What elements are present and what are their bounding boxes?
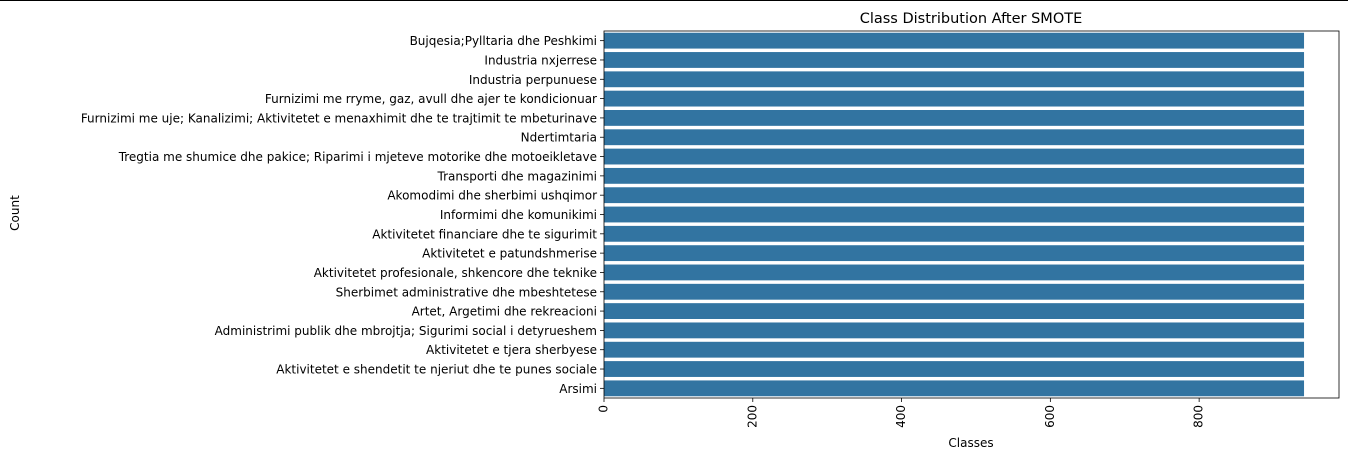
x-tick-label: 400 <box>894 405 908 428</box>
y-tick-label: Artet, Argetimi dhe rekreacioni <box>412 305 597 319</box>
bar <box>604 264 1305 281</box>
bar <box>604 361 1305 377</box>
y-tick-label: Akomodimi dhe sherbimi ushqimor <box>387 189 597 203</box>
y-tick-label: Aktivitetet e patundshmerise <box>422 247 597 261</box>
bar <box>604 129 1305 146</box>
bar <box>604 52 1305 68</box>
bar <box>604 283 1305 300</box>
bar <box>604 303 1305 319</box>
bar <box>604 322 1305 339</box>
y-tick-label: Arsimi <box>559 382 597 396</box>
y-tick-label: Aktivitetet financiare dhe te sigurimit <box>372 227 597 241</box>
bar <box>604 245 1305 262</box>
y-tick-label: Sherbimet administrative dhe mbeshtetese <box>336 285 597 299</box>
bar <box>604 187 1305 204</box>
x-axis-label: Classes <box>948 436 993 450</box>
y-tick-labels: Bujqesia;Pylltaria dhe Peshkimi Industria… <box>81 34 604 396</box>
y-tick-label: Furnizimi me uje; Kanalizimi; Aktivitete… <box>81 111 597 125</box>
y-tick-label: Informimi dhe komunikimi <box>440 208 597 222</box>
y-tick-label: Administrimi publik dhe mbrojtja; Siguri… <box>215 324 597 338</box>
bar <box>604 32 1305 49</box>
bars-group <box>604 32 1305 397</box>
y-tick-label: Tregtia me shumice dhe pakice; Riparimi … <box>118 150 597 164</box>
y-tick-label: Industria perpunuese <box>469 73 597 87</box>
top-border <box>0 0 1348 1</box>
bar <box>604 167 1305 184</box>
y-tick-label: Ndertimtaria <box>521 131 597 145</box>
bar <box>604 206 1305 223</box>
bar <box>604 90 1305 107</box>
bar <box>604 341 1305 358</box>
y-tick-label: Transporti dhe magazinimi <box>437 169 598 183</box>
y-tick-label: Bujqesia;Pylltaria dhe Peshkimi <box>410 34 597 48</box>
y-tick-label: Industria nxjerrese <box>484 53 597 67</box>
x-ticks: 0 200 400 600 800 <box>597 398 1206 428</box>
x-tick-label: 0 <box>597 405 611 413</box>
bar <box>604 71 1305 88</box>
chart-title: Class Distribution After SMOTE <box>860 11 1083 27</box>
y-tick-label: Aktivitetet profesionale, shkencore dhe … <box>314 266 597 280</box>
x-tick-label: 800 <box>1192 405 1206 428</box>
x-tick-label: 600 <box>1043 405 1057 428</box>
bar <box>604 380 1305 397</box>
y-tick-label: Furnizimi me rryme, gaz, avull dhe ajer … <box>265 92 597 106</box>
bar <box>604 225 1305 242</box>
y-axis-label: Count <box>8 195 22 231</box>
y-tick-label: Aktivitetet e tjera sherbyese <box>426 343 597 357</box>
bar <box>604 110 1305 126</box>
bar <box>604 148 1305 165</box>
plot-frame <box>603 30 1340 399</box>
y-tick-label: Aktivitetet e shendetit te njeriut dhe t… <box>276 363 597 377</box>
x-tick-label: 200 <box>745 405 759 428</box>
